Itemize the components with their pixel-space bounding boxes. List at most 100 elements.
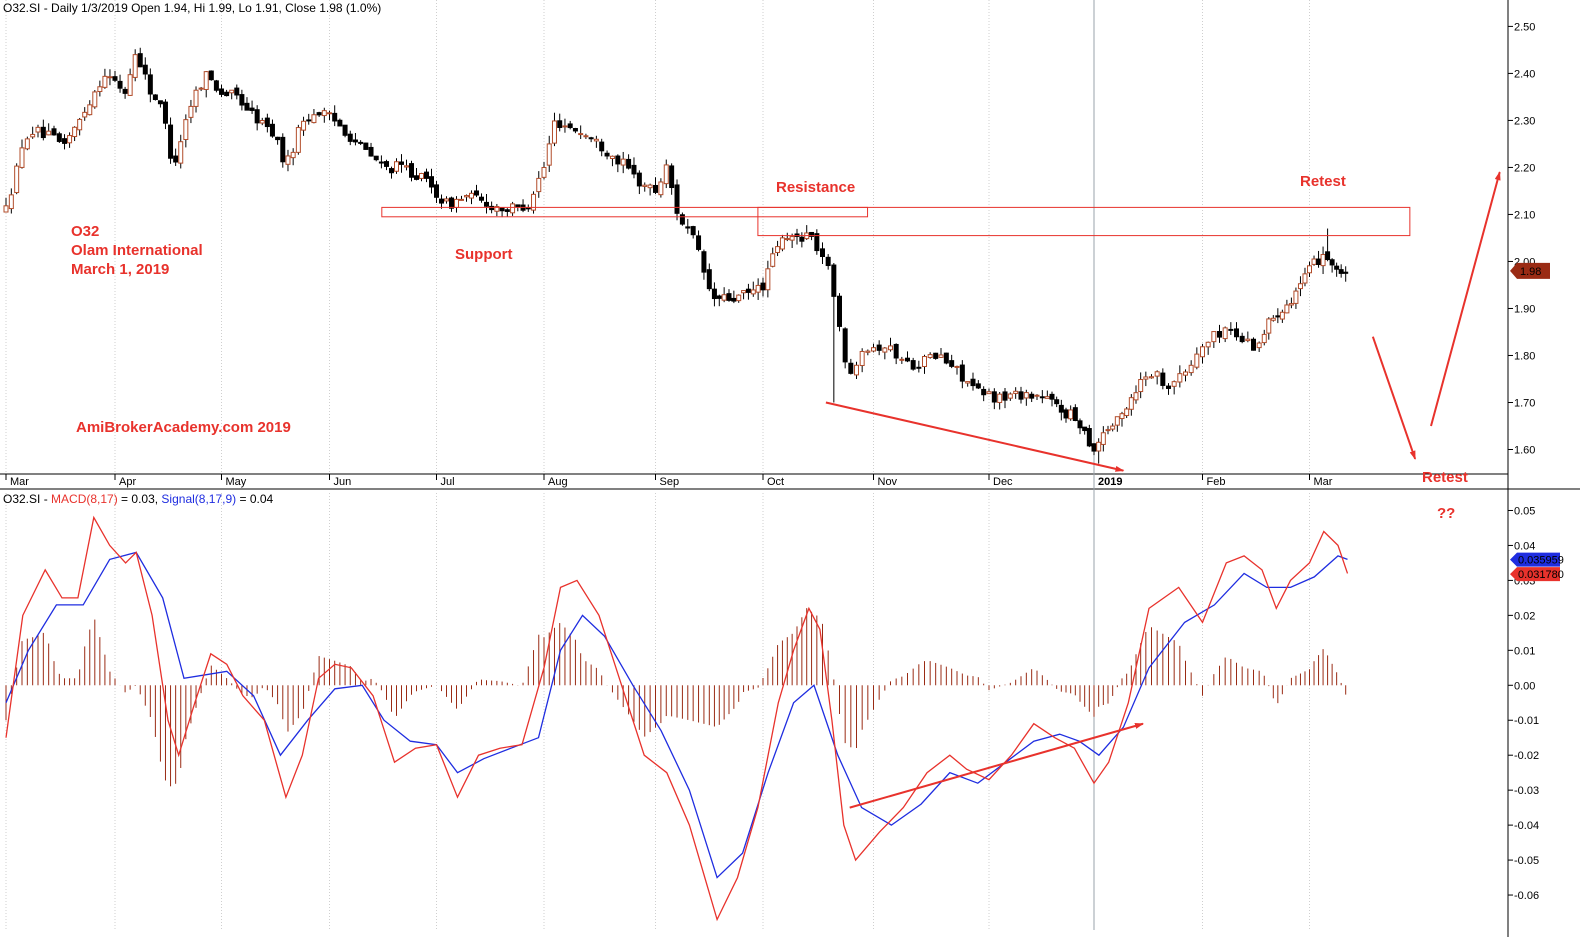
- candle-body: [1149, 376, 1154, 379]
- candle-body: [1320, 254, 1326, 267]
- candle-body: [1261, 333, 1267, 344]
- candle-body: [1251, 338, 1256, 351]
- candle-body: [1228, 328, 1234, 331]
- candle-body: [609, 155, 615, 160]
- candle-body: [1018, 391, 1024, 400]
- macd-tick-label: -0.04: [1514, 820, 1539, 832]
- candle-body: [1338, 269, 1344, 274]
- candle-body: [19, 147, 25, 168]
- candle-body: [701, 251, 707, 273]
- trend-arrow: [1430, 171, 1501, 427]
- candle-body: [905, 357, 910, 362]
- candle-body: [321, 110, 327, 117]
- candle-body: [1058, 404, 1064, 413]
- month-label: Sep: [660, 476, 680, 488]
- candle-body: [102, 75, 108, 88]
- month-label: Aug: [548, 476, 568, 488]
- candle-body: [888, 345, 893, 351]
- candle-body: [188, 105, 194, 118]
- candle-body: [40, 126, 46, 139]
- candle-body: [229, 89, 235, 94]
- candle-body: [572, 128, 578, 132]
- candle-body: [1302, 273, 1308, 284]
- candle-body: [1068, 409, 1074, 420]
- candle-body: [551, 120, 557, 144]
- candle-body: [147, 74, 153, 95]
- candle-body: [62, 138, 68, 144]
- annotation-question: ??: [1437, 505, 1455, 522]
- candle-body: [1072, 407, 1078, 422]
- month-label: 2019: [1098, 476, 1122, 488]
- macd-tick-label: -0.02: [1514, 750, 1539, 762]
- candle-body: [604, 152, 610, 157]
- candle-body: [399, 161, 404, 165]
- candle-body: [464, 195, 469, 198]
- candle-body: [949, 360, 955, 367]
- candle-body: [865, 350, 871, 353]
- price-tick-label: 2.30: [1514, 115, 1535, 127]
- candle-body: [264, 117, 270, 128]
- candle-body: [562, 125, 568, 128]
- candle-body: [373, 155, 379, 161]
- candle-body: [363, 142, 369, 150]
- support-resistance-box: [381, 206, 869, 218]
- candle-body: [178, 141, 184, 164]
- candle-body: [311, 114, 317, 124]
- candle-body: [1293, 290, 1299, 304]
- candle-body: [203, 71, 209, 90]
- month-label: Mar: [10, 476, 29, 488]
- candle-body: [620, 158, 626, 166]
- month-label: Oct: [767, 476, 784, 488]
- annotation-support: Support: [455, 246, 513, 263]
- candlesticks: [3, 47, 1349, 464]
- candle-body: [674, 184, 680, 214]
- candle-body: [173, 155, 179, 163]
- candle-body: [837, 295, 842, 327]
- candle-body: [1054, 399, 1060, 405]
- candle-body: [1188, 364, 1194, 374]
- candle-body: [479, 196, 484, 201]
- candle-body: [1325, 251, 1331, 261]
- price-tick-label: 2.50: [1514, 21, 1535, 33]
- candle-body: [198, 87, 204, 90]
- candle-body: [1077, 420, 1083, 429]
- candle-body: [1194, 353, 1200, 368]
- candle-body: [731, 297, 737, 302]
- candle-body: [424, 171, 429, 179]
- candle-body: [899, 358, 905, 361]
- macd-value-flag: [1510, 567, 1560, 582]
- candle-body: [690, 226, 696, 236]
- candle-body: [275, 136, 281, 141]
- candle-body: [414, 175, 419, 180]
- candle-body: [239, 94, 245, 106]
- candle-body: [525, 207, 531, 210]
- macd-header-signal-label: Signal(8,17,9): [161, 492, 236, 506]
- price-tick-label: 1.80: [1514, 350, 1535, 362]
- candle-body: [1334, 265, 1340, 270]
- candle-body: [1063, 409, 1069, 419]
- candle-body: [741, 290, 747, 294]
- candle-body: [117, 80, 123, 89]
- candle-body: [459, 198, 464, 201]
- candle-body: [1311, 258, 1317, 265]
- candle-body: [510, 203, 516, 214]
- candle-body: [663, 164, 669, 185]
- candle-body: [434, 184, 439, 198]
- candle-body: [168, 124, 174, 159]
- candle-body: [1114, 416, 1120, 426]
- candle-body: [1096, 441, 1102, 452]
- candle-body: [1082, 426, 1088, 432]
- candle-body: [87, 104, 93, 116]
- divergence-arrow: [849, 722, 1144, 809]
- candle-body: [152, 94, 158, 101]
- candle-body: [1171, 381, 1177, 387]
- candle-body: [965, 381, 971, 384]
- candle-body: [588, 137, 594, 140]
- macd-line: [5, 515, 1349, 922]
- candle-body: [696, 235, 702, 250]
- candle-body: [567, 123, 573, 129]
- candle-body: [711, 288, 717, 300]
- candle-body: [876, 344, 882, 351]
- candle-body: [1279, 311, 1285, 320]
- candle-body: [504, 209, 510, 212]
